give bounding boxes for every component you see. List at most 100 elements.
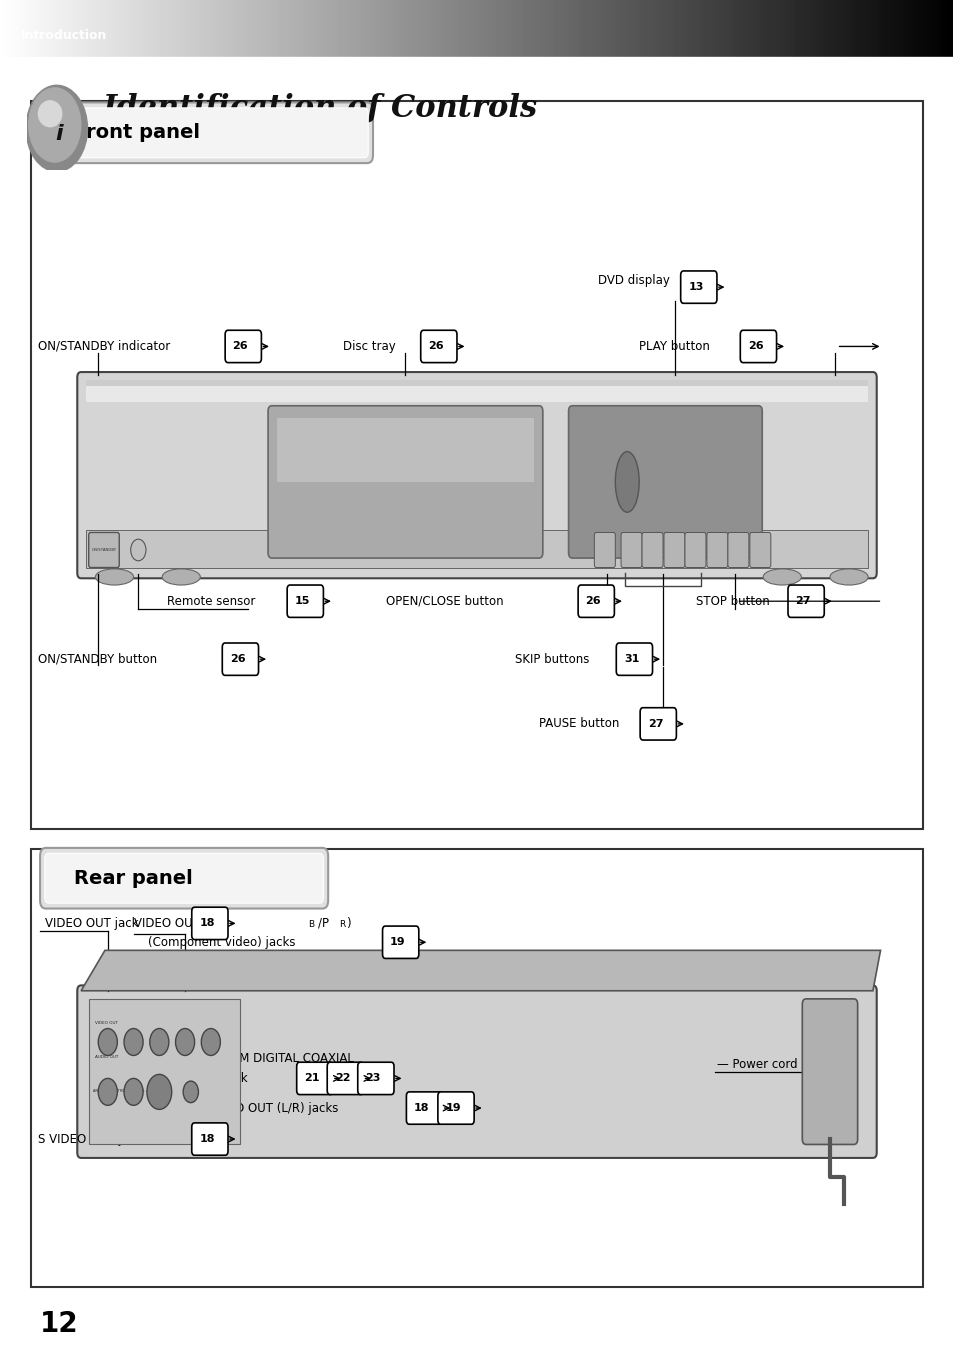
FancyBboxPatch shape — [406, 1092, 442, 1124]
FancyBboxPatch shape — [209, 132, 245, 167]
FancyBboxPatch shape — [663, 532, 684, 568]
Text: 27: 27 — [795, 596, 810, 607]
Bar — [86, 380, 867, 386]
Text: /P: /P — [317, 917, 329, 930]
Text: PAUSE button: PAUSE button — [538, 717, 618, 731]
Text: AUDIO OUT: AUDIO OUT — [95, 1055, 119, 1060]
FancyBboxPatch shape — [594, 532, 615, 568]
FancyBboxPatch shape — [787, 585, 823, 617]
FancyBboxPatch shape — [616, 643, 652, 675]
FancyBboxPatch shape — [45, 108, 368, 158]
FancyBboxPatch shape — [578, 585, 614, 617]
Text: for details.: for details. — [255, 143, 322, 156]
Ellipse shape — [829, 569, 867, 585]
Text: 18: 18 — [199, 918, 214, 929]
Text: Identification of Controls: Identification of Controls — [103, 93, 537, 123]
FancyBboxPatch shape — [327, 1062, 363, 1095]
Text: (Component video) jacks: (Component video) jacks — [148, 936, 295, 949]
Text: SKIP buttons: SKIP buttons — [515, 652, 589, 666]
Text: 26: 26 — [747, 341, 762, 352]
FancyBboxPatch shape — [727, 532, 748, 568]
Ellipse shape — [162, 569, 200, 585]
Circle shape — [98, 1078, 117, 1105]
Bar — [86, 530, 867, 568]
FancyBboxPatch shape — [225, 330, 261, 363]
FancyBboxPatch shape — [192, 1123, 228, 1155]
Text: 26: 26 — [428, 341, 443, 352]
FancyBboxPatch shape — [45, 853, 323, 903]
Text: Disc tray: Disc tray — [343, 340, 395, 353]
FancyBboxPatch shape — [749, 532, 770, 568]
FancyBboxPatch shape — [740, 330, 776, 363]
Ellipse shape — [26, 85, 88, 171]
FancyBboxPatch shape — [641, 532, 662, 568]
Text: Introduction: Introduction — [21, 28, 108, 42]
Text: ON/STANDBY: ON/STANDBY — [91, 549, 116, 551]
FancyBboxPatch shape — [77, 985, 876, 1158]
Text: 31: 31 — [623, 654, 639, 665]
Text: 22: 22 — [335, 1073, 350, 1084]
Text: ON/STANDBY button: ON/STANDBY button — [38, 652, 157, 666]
Text: 18: 18 — [199, 1134, 214, 1144]
Text: DVD display: DVD display — [598, 274, 669, 287]
FancyBboxPatch shape — [296, 1062, 333, 1095]
Ellipse shape — [95, 569, 133, 585]
FancyBboxPatch shape — [639, 708, 676, 740]
FancyBboxPatch shape — [357, 1062, 394, 1095]
FancyBboxPatch shape — [437, 1092, 474, 1124]
Text: Rear panel: Rear panel — [74, 868, 193, 888]
FancyBboxPatch shape — [706, 532, 727, 568]
Circle shape — [147, 1074, 172, 1109]
Text: See the page in: See the page in — [78, 143, 177, 156]
Text: 19: 19 — [445, 1103, 460, 1113]
FancyBboxPatch shape — [684, 532, 705, 568]
Text: 15: 15 — [294, 596, 310, 607]
Text: 19: 19 — [390, 937, 405, 948]
Text: VIDEO OUT (Y/P: VIDEO OUT (Y/P — [133, 917, 226, 930]
Ellipse shape — [38, 101, 62, 127]
Bar — [86, 383, 867, 402]
Text: 21: 21 — [304, 1073, 319, 1084]
Text: ANALOG AUDIO OUT (L/R) jacks: ANALOG AUDIO OUT (L/R) jacks — [152, 1101, 337, 1115]
FancyBboxPatch shape — [77, 372, 876, 578]
FancyBboxPatch shape — [568, 406, 761, 558]
Text: Remote sensor: Remote sensor — [167, 594, 255, 608]
Circle shape — [150, 1029, 169, 1055]
FancyBboxPatch shape — [30, 849, 923, 1287]
FancyBboxPatch shape — [192, 907, 228, 940]
Text: 23: 23 — [365, 1073, 380, 1084]
FancyBboxPatch shape — [222, 643, 258, 675]
Text: PLAY button: PLAY button — [639, 340, 709, 353]
FancyBboxPatch shape — [89, 999, 240, 1144]
Circle shape — [98, 1029, 117, 1055]
Circle shape — [124, 1029, 143, 1055]
Circle shape — [124, 1078, 143, 1105]
Text: 12: 12 — [40, 1310, 78, 1337]
Text: B: B — [308, 919, 314, 929]
Text: i: i — [55, 124, 63, 144]
Text: 26: 26 — [230, 654, 245, 665]
Ellipse shape — [615, 452, 639, 512]
Text: VIDEO OUT jack: VIDEO OUT jack — [45, 917, 138, 930]
Text: 13: 13 — [687, 282, 703, 293]
Text: OPEN/CLOSE button: OPEN/CLOSE button — [386, 594, 503, 608]
FancyBboxPatch shape — [382, 926, 418, 958]
Text: BITSTREAM/PCM DIGITAL COAXIAL: BITSTREAM/PCM DIGITAL COAXIAL — [152, 1051, 354, 1065]
Ellipse shape — [762, 569, 801, 585]
Circle shape — [131, 539, 146, 561]
FancyBboxPatch shape — [30, 101, 923, 829]
Text: AUDIO OUT jack: AUDIO OUT jack — [152, 1072, 247, 1085]
Text: ): ) — [346, 917, 351, 930]
FancyBboxPatch shape — [801, 999, 857, 1144]
Text: ANALOG  BITSTREAM/DIGITAL: ANALOG BITSTREAM/DIGITAL — [92, 1089, 144, 1093]
Text: STOP button: STOP button — [696, 594, 769, 608]
Bar — [276, 418, 534, 483]
Text: 26: 26 — [585, 596, 600, 607]
Text: ON/STANDBY indicator: ON/STANDBY indicator — [38, 340, 171, 353]
FancyBboxPatch shape — [680, 271, 717, 303]
FancyBboxPatch shape — [420, 330, 456, 363]
FancyBboxPatch shape — [287, 585, 323, 617]
Text: S VIDEO OUT jack: S VIDEO OUT jack — [38, 1132, 143, 1146]
Circle shape — [175, 1029, 194, 1055]
Text: 27: 27 — [647, 718, 662, 729]
